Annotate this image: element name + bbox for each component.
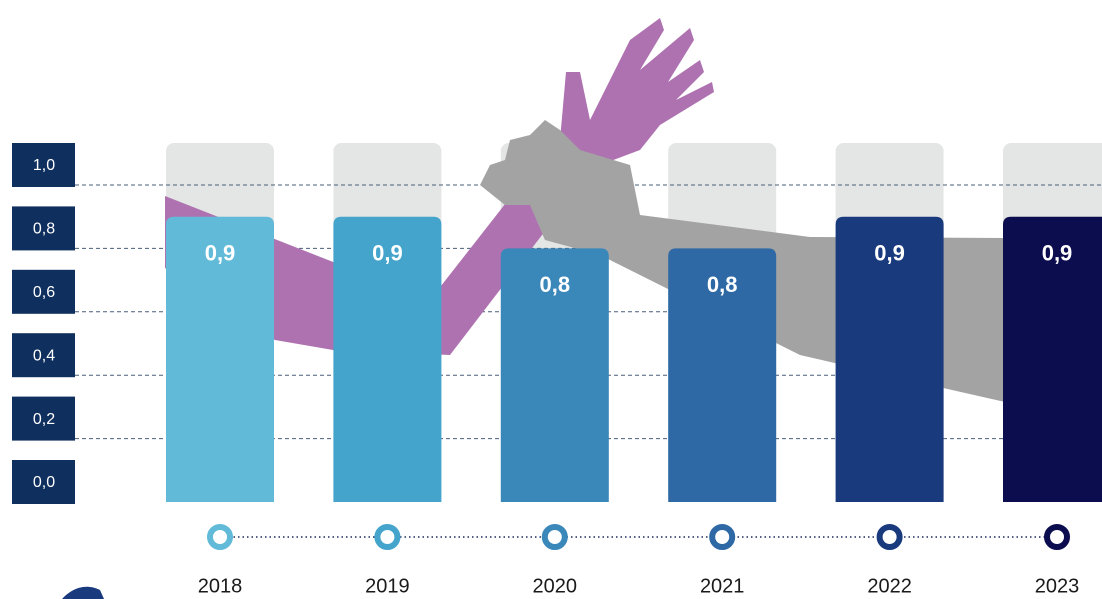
bars: 0,9 0,9 0,8 0,8 0,9 0,9 — [166, 216, 1102, 502]
timeline-dot — [207, 524, 233, 550]
bar — [333, 216, 442, 502]
bar — [166, 216, 274, 502]
x-tick-label: 2020 — [533, 575, 578, 597]
value-label: 0,8 — [707, 272, 738, 297]
x-tick-label: 2023 — [1035, 575, 1080, 597]
y-tick-box — [12, 269, 75, 314]
x-tick-label: 2018 — [198, 575, 243, 597]
y-tick-box — [12, 143, 75, 187]
timeline-dot — [876, 524, 903, 550]
x-tick-label: 2022 — [867, 575, 912, 597]
timeline-dot — [1044, 524, 1070, 550]
y-tick-box — [12, 333, 75, 378]
timeline: 2018 2019 2020 2021 2022 2023 — [198, 524, 1080, 597]
timeline-dot — [541, 524, 568, 550]
value-label: 0,9 — [372, 241, 403, 266]
y-tick-label: 0,6 — [33, 284, 55, 301]
bar — [835, 216, 944, 502]
bar — [668, 248, 777, 502]
y-axis: 0,0 0,2 0,4 0,6 0,8 1,0 — [12, 143, 75, 504]
value-label: 0,9 — [205, 241, 236, 266]
value-label: 0,9 — [874, 241, 905, 266]
y-tick-label: 0,2 — [33, 411, 55, 428]
y-tick-label: 0,8 — [33, 221, 55, 238]
purple-arm — [165, 18, 714, 355]
y-tick-label: 1,0 — [33, 157, 55, 174]
x-tick-label: 2019 — [365, 575, 410, 597]
y-tick-box — [12, 460, 75, 504]
y-tick-box — [12, 396, 75, 441]
value-label: 0,9 — [1042, 241, 1073, 266]
y-tick-label: 0,4 — [33, 347, 55, 364]
x-tick-label: 2021 — [700, 575, 745, 597]
y-tick-box — [12, 206, 75, 251]
bar — [500, 248, 609, 502]
bar — [1003, 216, 1102, 502]
y-tick-label: 0,0 — [33, 474, 55, 491]
timeline-dot — [709, 524, 736, 550]
value-label: 0,8 — [540, 272, 571, 297]
timeline-dot — [374, 524, 401, 550]
logo-fragment — [62, 586, 104, 599]
